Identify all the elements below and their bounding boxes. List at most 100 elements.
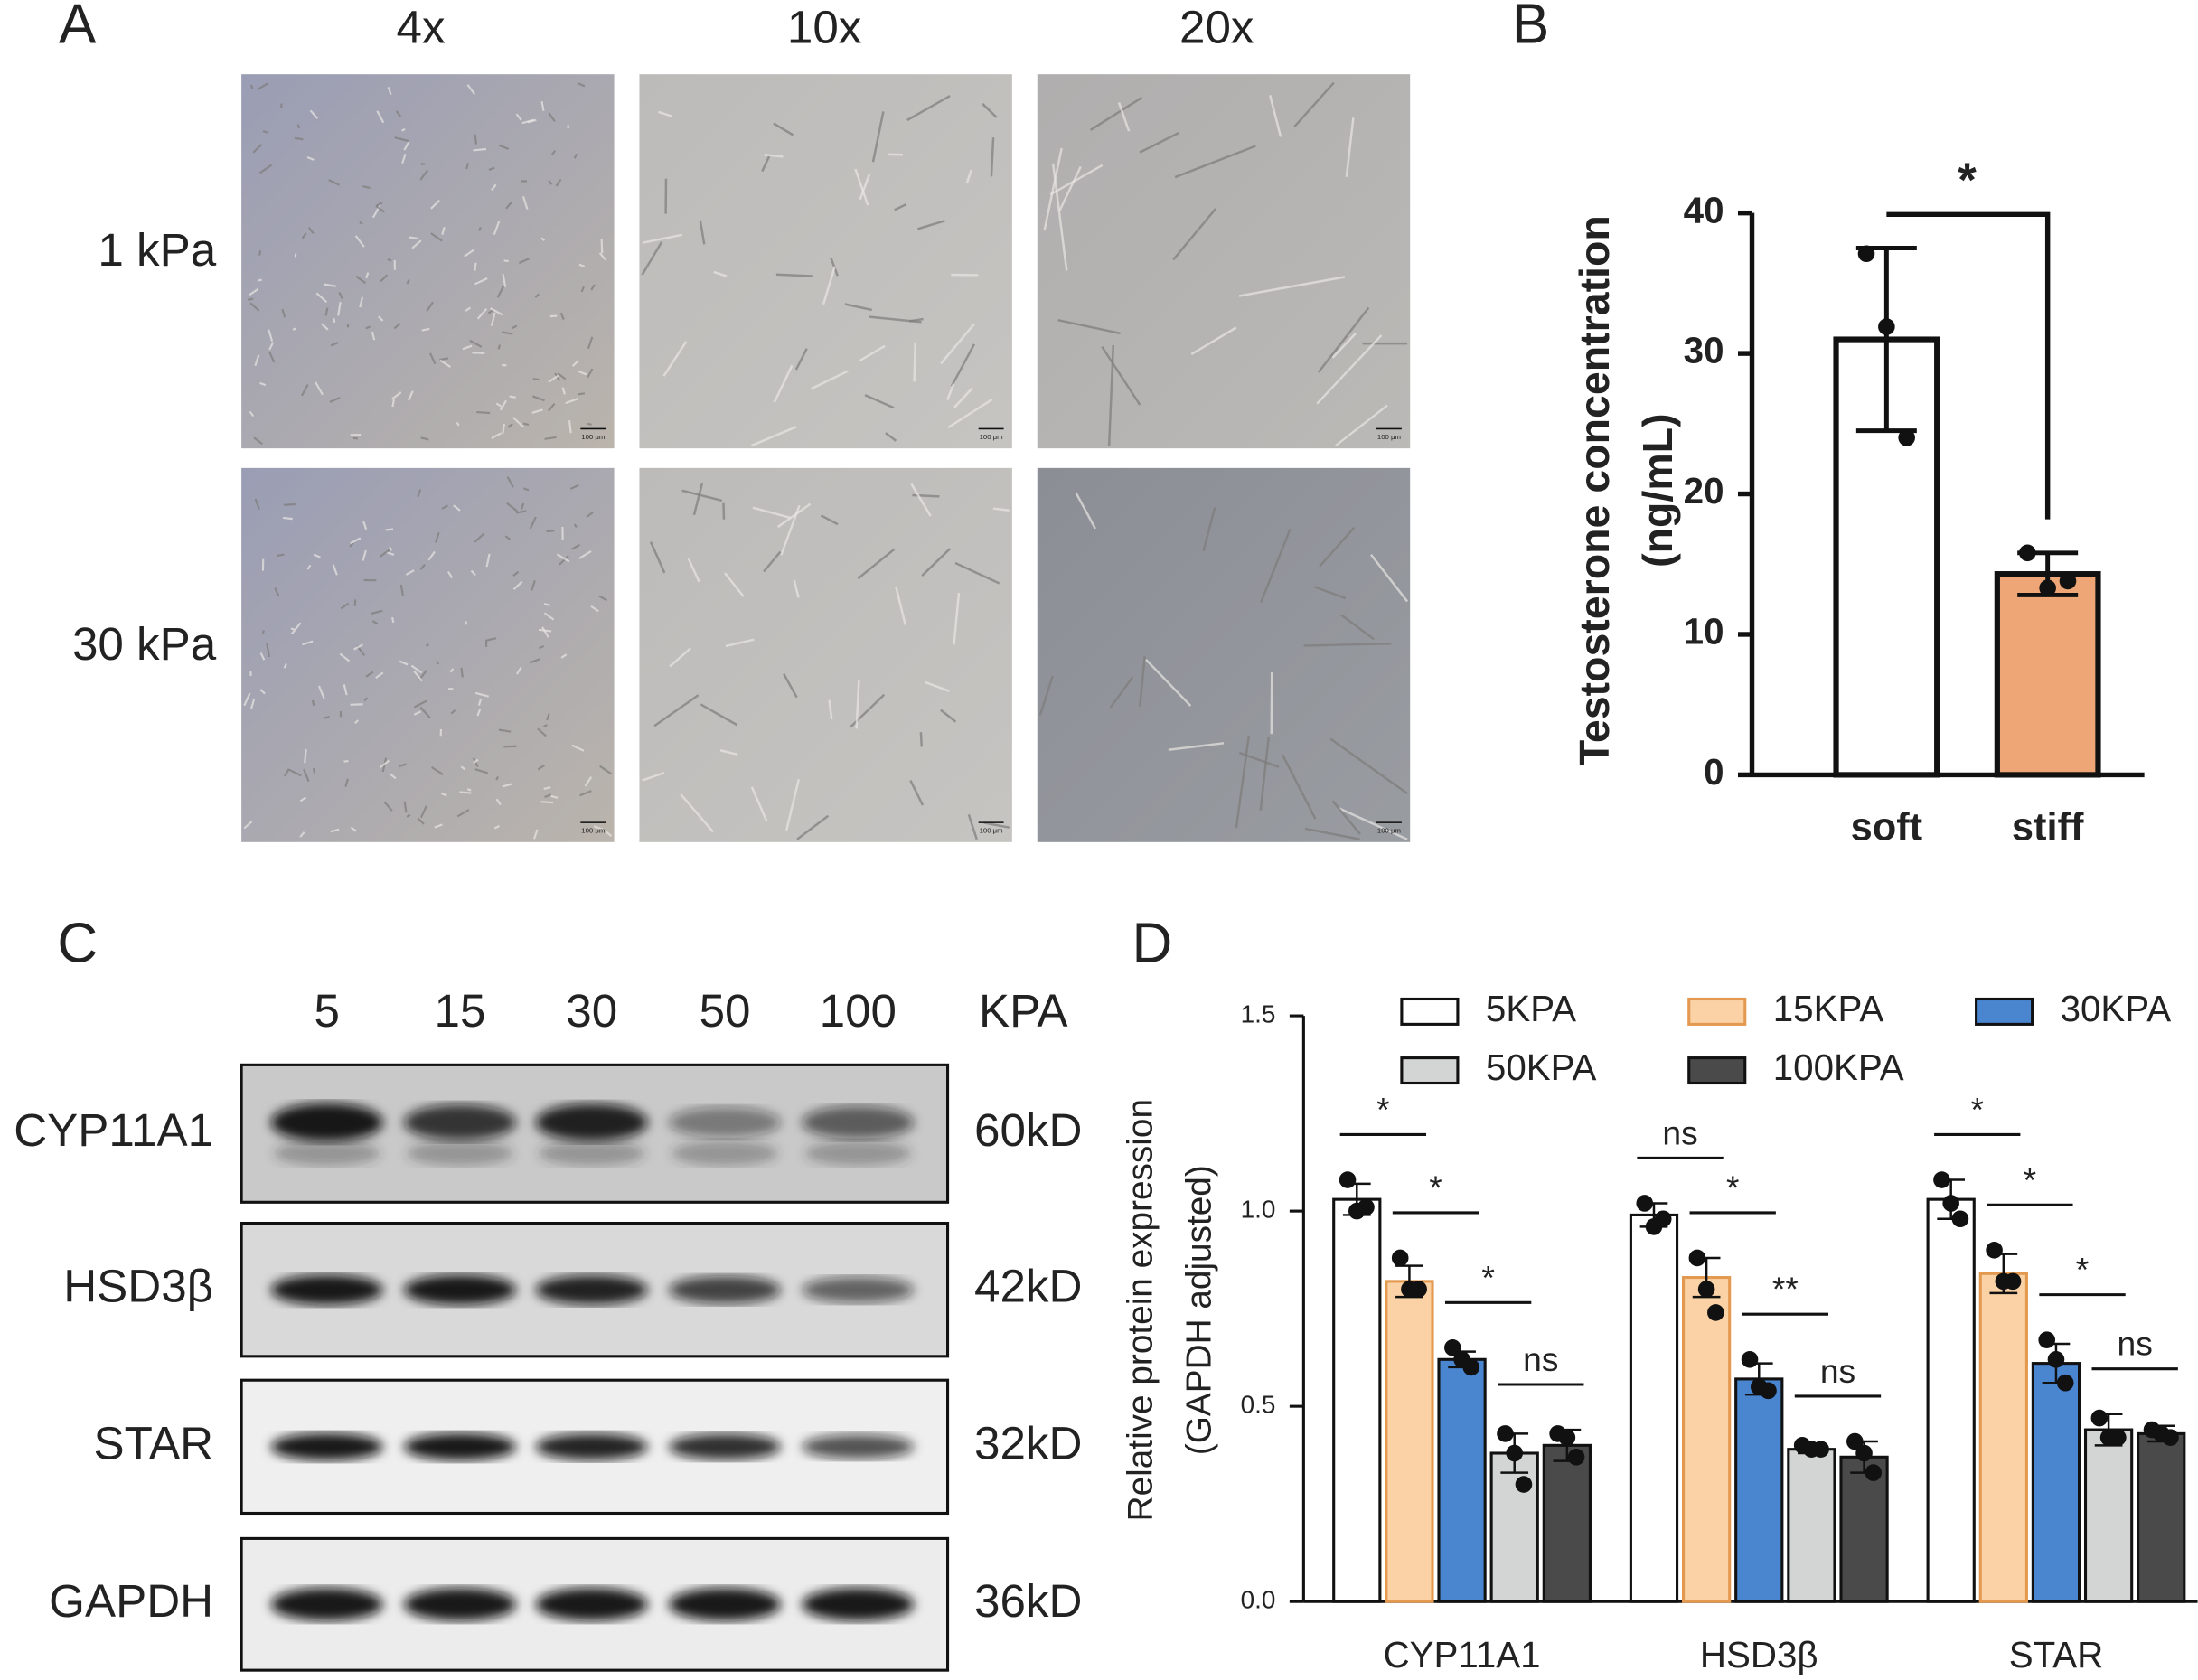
cell: [537, 764, 546, 771]
data-point: [1760, 1382, 1777, 1400]
cell: [906, 95, 951, 122]
cell: [946, 383, 955, 401]
cell: [407, 390, 414, 401]
bar: [2137, 1431, 2186, 1603]
cell: [391, 399, 395, 408]
cell: [405, 569, 415, 576]
significance-label: **: [1772, 1270, 1799, 1308]
cell: [537, 727, 547, 737]
cell: [947, 398, 993, 429]
cell: [1238, 276, 1346, 297]
cell: [371, 331, 376, 341]
cell: [1259, 736, 1271, 812]
cell: [338, 292, 343, 299]
band-smear: [672, 1140, 778, 1166]
cell: [391, 391, 402, 400]
legend-swatch: [1400, 997, 1460, 1026]
cell: [343, 759, 349, 763]
y-axis-label: (ng/mL): [1634, 413, 1681, 567]
cell: [294, 136, 304, 141]
y-axis-label: (GAPDH adjusted): [1179, 1165, 1218, 1455]
cell: [453, 504, 461, 512]
cell: [339, 652, 351, 662]
cell: [1138, 656, 1146, 708]
cell: [1293, 81, 1335, 128]
cell: [502, 423, 506, 435]
cell: [419, 805, 427, 819]
cell: [919, 732, 924, 747]
micrograph: [1037, 467, 1411, 842]
cell: [354, 719, 360, 724]
cell: [315, 292, 328, 304]
band-smear: [273, 1140, 380, 1166]
cell: [313, 553, 321, 558]
data-point: [1688, 1249, 1706, 1267]
cell: [642, 771, 665, 782]
significance-label: ns: [1662, 1113, 1697, 1151]
cell: [292, 327, 297, 331]
cell: [658, 110, 672, 117]
cell: [473, 147, 487, 152]
cell: [439, 359, 452, 368]
cell: [992, 507, 1010, 512]
cell: [359, 221, 363, 225]
cell: [556, 553, 570, 563]
cell: [509, 395, 516, 399]
cell: [857, 548, 896, 580]
band: [669, 1106, 782, 1138]
cell: [337, 302, 342, 316]
cell: [370, 609, 383, 615]
cell: [488, 166, 495, 172]
cell: [476, 410, 491, 415]
cell: [1101, 345, 1141, 406]
cell: [573, 523, 578, 528]
cell: [262, 130, 268, 134]
cell: [965, 169, 972, 184]
cell: [449, 668, 455, 673]
band: [802, 1434, 915, 1459]
x-tick-label: STAR: [2009, 1635, 2103, 1675]
cell: [529, 516, 537, 530]
band: [270, 1432, 383, 1461]
cell: [543, 786, 551, 791]
cell: [464, 249, 474, 258]
cell: [502, 783, 512, 788]
scale-bar-label: 100 μm: [581, 826, 605, 834]
cell: [578, 370, 587, 376]
cell: [435, 660, 440, 665]
cell: [662, 341, 688, 377]
cell: [1038, 675, 1054, 716]
data-point: [2039, 579, 2056, 596]
cell: [491, 432, 503, 439]
cell: [527, 118, 537, 124]
data-point: [1567, 1449, 1585, 1466]
cell: [379, 549, 390, 558]
bar: [1734, 1377, 1784, 1603]
cell: [1090, 96, 1143, 131]
cell: [350, 537, 362, 545]
cell: [560, 653, 568, 659]
cell: [954, 561, 1000, 585]
cell: [1331, 332, 1357, 359]
cell: [1049, 164, 1104, 196]
cell: [967, 813, 978, 840]
size-label: 60kD: [974, 1104, 1082, 1156]
data-point: [1497, 1425, 1514, 1442]
cell: [243, 821, 253, 830]
data-point: [2059, 572, 2077, 590]
cell: [332, 564, 338, 576]
cell: [924, 680, 950, 692]
cell: [493, 824, 501, 830]
cell: [328, 179, 340, 186]
cell: [353, 643, 363, 651]
cell: [912, 493, 940, 498]
cell: [649, 541, 666, 574]
cell: [413, 670, 423, 682]
cell: [281, 308, 286, 318]
cell: [507, 423, 513, 428]
data-point: [2056, 1374, 2074, 1392]
cell: [532, 395, 545, 402]
protein-label: CYP11A1: [14, 1104, 213, 1156]
cell: [324, 716, 330, 719]
cell: [249, 410, 255, 418]
